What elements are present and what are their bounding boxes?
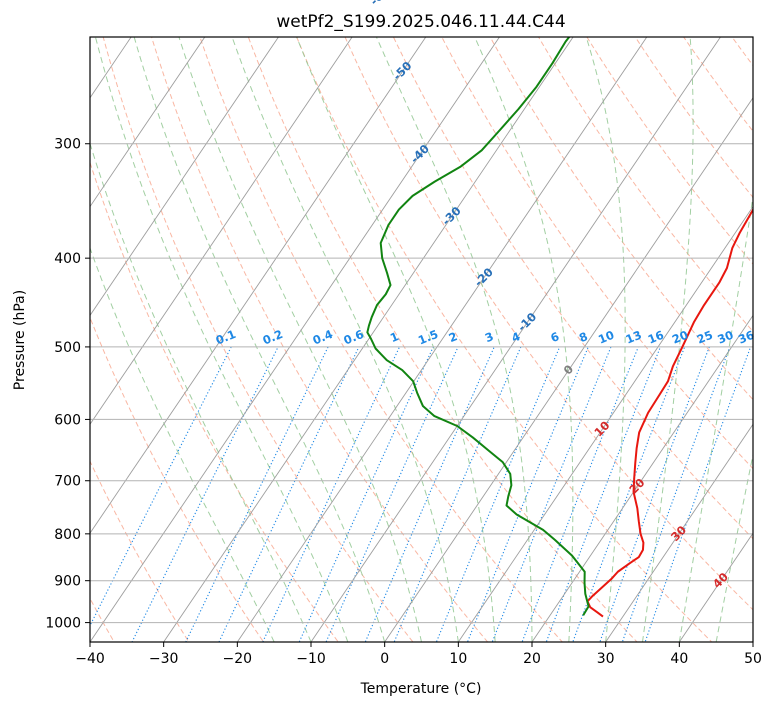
isotherm-line (90, 37, 280, 317)
dry-adiabat-line (489, 37, 753, 401)
moist-adiabat-line (90, 246, 275, 642)
mixing-ratio-line (90, 346, 232, 627)
mixing-ratio-line (364, 346, 495, 642)
x-axis-label: Temperature (°C) (360, 681, 482, 697)
isotherm-line (90, 37, 501, 642)
mixing-ratio-label: 13 (624, 328, 644, 347)
y-tick-label: 700 (54, 474, 81, 490)
dry-adiabat-line (247, 37, 638, 642)
moist-adiabat-line (178, 37, 422, 642)
moist-adiabat-line (296, 37, 496, 642)
mixing-ratio-line (599, 346, 710, 642)
dry-adiabat-line (102, 37, 414, 642)
mixing-ratio-line (185, 346, 329, 642)
y-tick-label: 1000 (45, 616, 81, 632)
moist-adiabat-line (231, 37, 459, 642)
dry-adiabat-line (392, 37, 753, 540)
x-tick-label: 10 (449, 651, 467, 667)
y-tick-label: 300 (54, 137, 81, 153)
x-tick-label: 20 (523, 651, 541, 667)
mixing-ratio-line (298, 346, 434, 642)
isotherm-label: -60 (367, 0, 392, 8)
moist-adiabat-line (375, 37, 533, 642)
mixing-ratio-line (572, 346, 686, 642)
mixing-ratio-line (644, 346, 752, 642)
y-axis-label: Pressure (hPa) (12, 290, 28, 390)
x-tick-label: 0 (380, 651, 389, 667)
isotherm-line (90, 37, 353, 426)
y-tick-label: 600 (54, 412, 81, 428)
isotherm-line (163, 37, 574, 642)
isotherm-line (90, 37, 206, 208)
moist-adiabat-line (133, 37, 386, 642)
x-tick-label: 30 (597, 651, 615, 667)
x-tick-label: 50 (744, 651, 762, 667)
dry-adiabat-line (151, 37, 489, 642)
axes: −40−30−20−100102030405010020030040050060… (45, 137, 762, 667)
mixing-ratio-line (545, 346, 661, 642)
moist-adiabat-line (474, 37, 574, 642)
mixing-ratio-label: 16 (646, 328, 666, 347)
isotherm-line (384, 96, 753, 642)
y-tick-label: 900 (54, 574, 81, 590)
plot-frame (89, 36, 754, 643)
isotherm-line (90, 37, 427, 534)
profile-series (366, 37, 753, 618)
x-tick-label: −10 (296, 651, 326, 667)
moist-adiabat-line (678, 193, 753, 642)
isotherm-line (605, 423, 753, 642)
moist-adiabat-line (94, 37, 349, 642)
mixing-ratio-label: 30 (715, 328, 735, 347)
isotherm-line (531, 314, 753, 642)
y-tick-label: 400 (54, 251, 81, 267)
background-lines (90, 37, 753, 642)
isotherm-line (457, 205, 753, 642)
mixing-ratio-line (325, 346, 459, 642)
moist-adiabat-line (585, 37, 626, 642)
mixing-ratio-line (621, 346, 731, 642)
temperature-profile-line (586, 207, 753, 618)
dry-adiabat-line (90, 460, 190, 642)
mixing-ratio-label: 10 (596, 328, 616, 347)
x-tick-label: −40 (75, 651, 105, 667)
x-tick-label: −30 (149, 651, 179, 667)
x-tick-label: −20 (223, 651, 253, 667)
dewpoint-profile-line (366, 37, 590, 616)
mixing-ratio-line (393, 346, 522, 642)
mixing-ratio-line (435, 346, 561, 642)
chart-title: wetPf2_S199.2025.046.11.44.C44 (276, 12, 565, 32)
dry-adiabat-line (344, 37, 753, 611)
isobar-grid (90, 143, 753, 624)
mixing-ratio-line (131, 346, 279, 642)
mixing-ratio-label: 25 (695, 328, 715, 347)
dry-adiabat-line (90, 160, 339, 642)
isotherm-line (236, 37, 648, 642)
isotherm-line (310, 37, 722, 642)
dry-adiabat-line (441, 37, 753, 470)
moist-adiabat-line (642, 37, 694, 642)
dry-adiabat-line (199, 37, 563, 642)
mixing-ratio-line (218, 346, 360, 642)
mixing-ratio-label: 36 (736, 328, 756, 347)
y-tick-label: 500 (54, 340, 81, 356)
x-tick-label: 40 (670, 651, 688, 667)
mixing-ratio-label: 20 (670, 328, 690, 347)
y-tick-label: 800 (54, 527, 81, 543)
